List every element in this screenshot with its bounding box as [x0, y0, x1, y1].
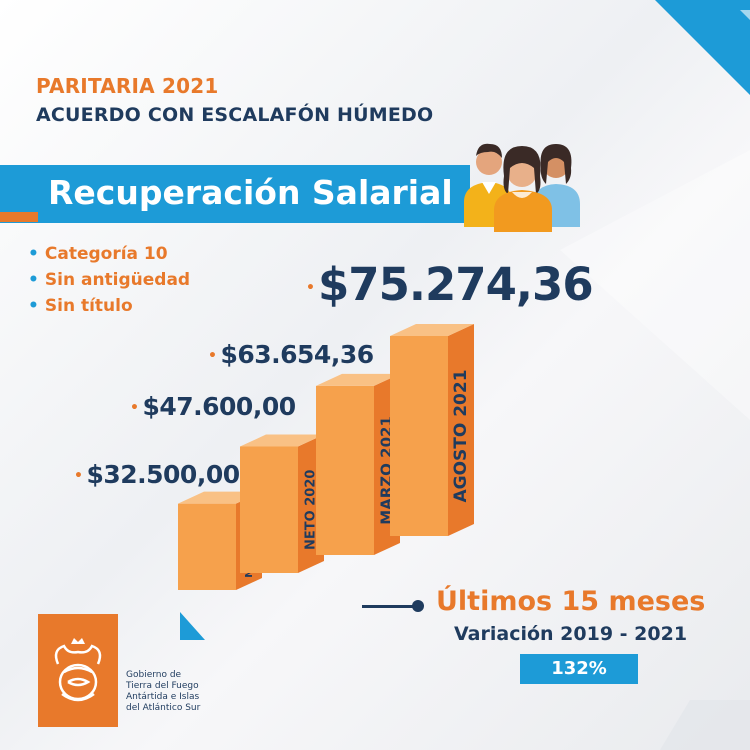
bar-front	[240, 446, 298, 573]
people-group-icon	[464, 143, 580, 232]
government-name-line: Gobierno de	[126, 670, 182, 680]
value-label-text: $75.274,36	[317, 258, 594, 311]
government-name-line: del Atlántico Sur	[126, 703, 201, 713]
bar-category-label: AGOSTO 2021	[451, 369, 471, 502]
bar-top	[316, 373, 400, 386]
banner-title: Recuperación Salarial	[48, 173, 453, 212]
bar-front	[316, 385, 374, 555]
government-name-line: Antártida e Islas	[126, 692, 200, 702]
condition-item: • Sin antigüedad	[28, 270, 191, 290]
headline-rule	[362, 605, 416, 608]
condition-item: • Categoría 10	[28, 244, 168, 264]
bar-front	[390, 336, 448, 536]
value-label: • $32.500,00	[74, 460, 240, 489]
condition-label: Sin antigüedad	[44, 270, 191, 290]
corner-triangle-top-right	[655, 0, 750, 95]
bar-side	[448, 324, 474, 536]
value-label: • $63.654,36	[208, 340, 374, 369]
bar-category-label: NETO 2020	[304, 470, 319, 550]
percent-badge: 132%	[520, 654, 638, 684]
government-seal-icon	[54, 638, 102, 702]
condition-label: Sin título	[44, 296, 133, 316]
government-logo	[38, 614, 118, 727]
value-label-highlight: •$75.274,36	[306, 258, 594, 311]
government-name-line: Tierra del Fuego	[126, 681, 199, 691]
headline-dot	[412, 600, 424, 612]
banner-accent	[0, 212, 38, 222]
bar-top	[390, 324, 474, 336]
bar: AGOSTO 2021	[390, 324, 474, 536]
condition-item: • Sin título	[28, 296, 133, 316]
title-banner	[0, 165, 470, 223]
summary-variation: Variación 2019 - 2021	[454, 623, 688, 645]
bar-top	[240, 434, 324, 447]
corner-triangle-small	[180, 612, 205, 640]
government-name: Gobierno de Tierra del Fuego Antártida e…	[126, 670, 200, 714]
value-label-text: $32.500,00	[86, 460, 240, 489]
value-label: • $47.600,00	[130, 392, 296, 421]
bar: NETO 2020	[240, 434, 324, 573]
eyebrow-title: PARITARIA 2021	[36, 74, 219, 98]
condition-label: Categoría 10	[44, 244, 168, 264]
value-label-text: $63.654,36	[220, 340, 374, 369]
summary-headline: Últimos 15 meses	[436, 586, 706, 617]
subtitle: ACUERDO CON ESCALAFÓN HÚMEDO	[36, 104, 434, 126]
value-label-text: $47.600,00	[142, 392, 296, 421]
bar: MARZO 2021	[316, 373, 400, 555]
bar-front	[178, 503, 236, 590]
